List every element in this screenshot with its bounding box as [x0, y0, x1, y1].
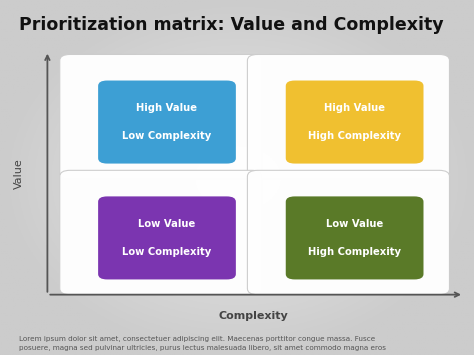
Text: Low Value

Low Complexity: Low Value Low Complexity [122, 219, 211, 257]
Text: Prioritization matrix: Value and Complexity: Prioritization matrix: Value and Complex… [19, 16, 444, 34]
Text: Lorem ipsum dolor sit amet, consectetuer adipiscing elit. Maecenas porttitor con: Lorem ipsum dolor sit amet, consectetuer… [19, 337, 386, 351]
FancyBboxPatch shape [98, 196, 236, 279]
Text: Value: Value [14, 159, 24, 189]
FancyBboxPatch shape [286, 81, 423, 164]
Text: Low Value

High Complexity: Low Value High Complexity [308, 219, 401, 257]
FancyBboxPatch shape [286, 196, 423, 279]
FancyBboxPatch shape [247, 54, 449, 179]
Text: Complexity: Complexity [219, 311, 289, 321]
FancyBboxPatch shape [60, 54, 262, 179]
FancyBboxPatch shape [98, 81, 236, 164]
FancyBboxPatch shape [247, 170, 449, 295]
FancyBboxPatch shape [60, 170, 262, 295]
Text: High Value

Low Complexity: High Value Low Complexity [122, 103, 211, 141]
Text: High Value

High Complexity: High Value High Complexity [308, 103, 401, 141]
